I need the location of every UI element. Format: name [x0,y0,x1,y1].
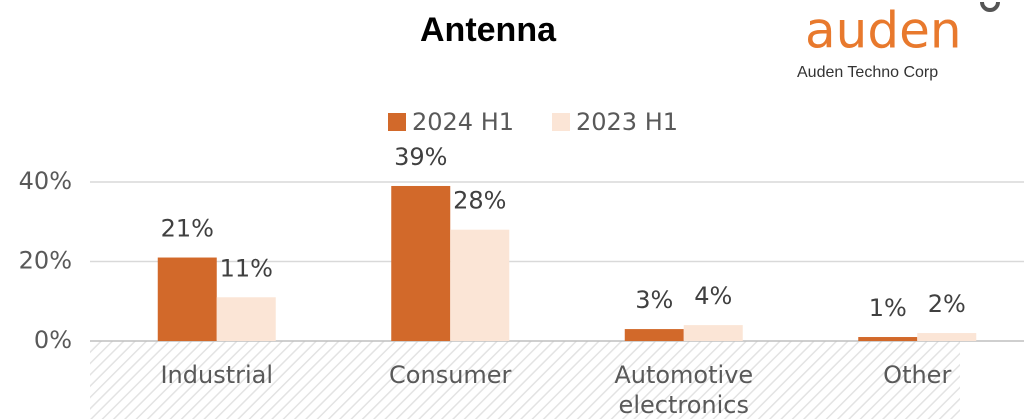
data-label: 39% [394,143,447,171]
data-label: 21% [161,215,214,243]
logo-icon [980,1,1000,12]
logo-brand: auden [805,2,962,60]
x-tick-label: Consumer [389,361,512,389]
bar [391,185,451,341]
plot-hatch [90,341,960,419]
legend-swatch [388,113,406,131]
bar [450,229,510,341]
data-label: 4% [694,282,732,310]
bar [624,329,684,341]
data-label: 2% [928,290,966,318]
data-label: 1% [869,294,907,322]
bar [858,337,918,341]
x-tick-label: Other [883,361,952,389]
data-label: 11% [220,254,273,282]
y-tick-label: 0% [34,326,72,354]
y-tick-label: 20% [19,247,72,275]
logo-tagline: Auden Techno Corp [797,64,938,81]
legend-label: 2023 H1 [576,108,678,136]
y-tick-label: 40% [19,167,72,195]
x-tick-label: Industrial [160,361,274,389]
x-tick-label: Automotive electronics [614,361,754,419]
bar [683,325,743,341]
bar [917,333,977,341]
chart-title: Antenna [420,11,557,49]
data-label: 28% [453,187,506,215]
bar [157,257,217,341]
legend-label: 2024 H1 [412,108,514,136]
legend-swatch [552,113,570,131]
data-label: 3% [635,286,673,314]
bar [216,297,276,341]
